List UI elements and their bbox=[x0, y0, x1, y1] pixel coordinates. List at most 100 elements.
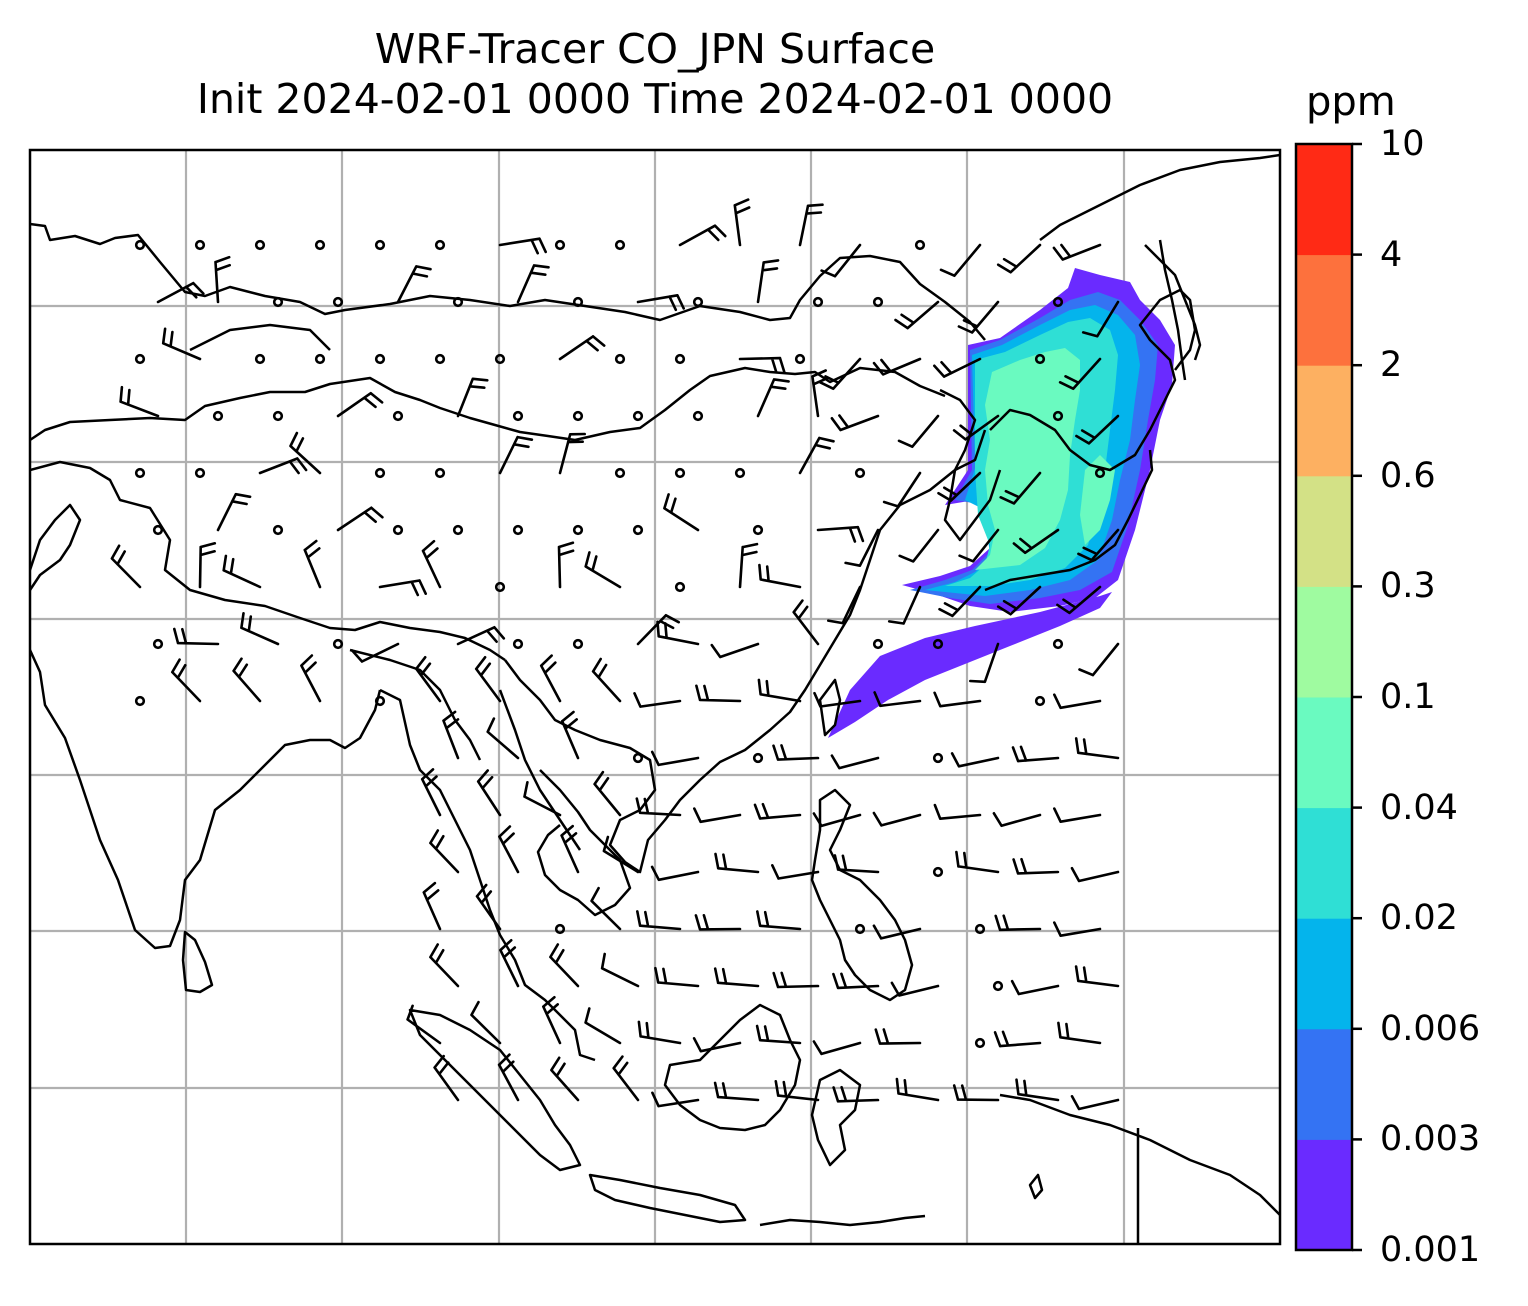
wind-barb bbox=[874, 1028, 922, 1045]
wind-barb bbox=[813, 691, 862, 708]
wind-barb bbox=[694, 914, 742, 931]
wind-barb bbox=[656, 620, 700, 646]
wind-barb bbox=[882, 471, 922, 508]
calm-wind-circle bbox=[632, 410, 644, 422]
calm-wind-circle bbox=[194, 467, 206, 479]
wind-barb bbox=[832, 1085, 880, 1103]
wind-barb bbox=[516, 264, 550, 304]
wind-barb bbox=[396, 265, 432, 304]
calm-wind-circle bbox=[1034, 353, 1046, 365]
calm-wind-circle bbox=[254, 353, 266, 365]
wind-barb bbox=[713, 967, 760, 988]
wind-barb bbox=[939, 243, 982, 277]
coastline-taiwan bbox=[818, 678, 842, 737]
wind-barb bbox=[792, 599, 820, 646]
wind-barb bbox=[637, 1020, 682, 1045]
wind-barb bbox=[993, 1030, 1042, 1048]
wind-barb bbox=[584, 551, 622, 589]
calm-wind-circle bbox=[494, 353, 506, 365]
colorbar-tick-label: 0.04 bbox=[1380, 787, 1458, 828]
wind-barb bbox=[798, 436, 835, 475]
colorbar-segment bbox=[1296, 1028, 1352, 1140]
colorbar-tick-label: 0.006 bbox=[1380, 1008, 1481, 1049]
wind-barb bbox=[798, 203, 824, 247]
wind-barb bbox=[258, 457, 308, 475]
colorbar-segment bbox=[1296, 1139, 1352, 1251]
wind-barb bbox=[156, 281, 205, 304]
colorbar-tick-label: 10 bbox=[1380, 124, 1425, 164]
wind-barb bbox=[240, 612, 280, 646]
coastline bbox=[30, 460, 506, 662]
calm-wind-circle bbox=[374, 353, 386, 365]
wind-barb bbox=[772, 744, 820, 761]
wind-barb bbox=[755, 1024, 802, 1045]
wind-barb bbox=[933, 803, 982, 820]
wind-barb bbox=[498, 237, 547, 255]
wind-barb bbox=[774, 1080, 820, 1102]
coastline-sakhalin bbox=[1158, 239, 1187, 381]
wind-barb bbox=[895, 1077, 940, 1102]
wind-barb bbox=[693, 807, 742, 824]
wind-barb bbox=[1075, 414, 1120, 445]
wind-barb bbox=[844, 528, 880, 567]
coastline-india bbox=[30, 649, 382, 950]
wind-barb bbox=[733, 198, 751, 247]
wind-barb bbox=[811, 369, 829, 418]
wind-barb bbox=[872, 811, 922, 827]
coastline bbox=[30, 222, 986, 341]
colorbar-segment bbox=[1296, 475, 1352, 587]
border bbox=[349, 648, 482, 761]
wind-barb bbox=[171, 658, 202, 703]
wind-barb bbox=[584, 1007, 622, 1045]
wind-barb bbox=[542, 995, 562, 1045]
calm-wind-circle bbox=[752, 524, 764, 536]
coastline-indochina bbox=[536, 769, 632, 917]
calm-wind-circle bbox=[614, 467, 626, 479]
wind-barb bbox=[1052, 243, 1102, 261]
wind-barb bbox=[816, 525, 865, 543]
calm-wind-circle bbox=[1094, 467, 1106, 479]
calm-wind-circle bbox=[632, 752, 644, 764]
wind-barb bbox=[738, 356, 786, 374]
wind-barb bbox=[756, 378, 790, 418]
wind-barb bbox=[969, 642, 1000, 684]
calm-wind-circle bbox=[812, 296, 824, 308]
wind-barb bbox=[498, 825, 520, 874]
wind-barb bbox=[654, 966, 700, 988]
wind-barb bbox=[558, 432, 586, 475]
wind-barb bbox=[232, 657, 262, 703]
coastline-java bbox=[588, 1173, 747, 1224]
calm-wind-circle bbox=[512, 524, 524, 536]
coastline-russia bbox=[1144, 244, 1202, 361]
calm-wind-circle bbox=[752, 752, 764, 764]
coastlines bbox=[30, 153, 1280, 1244]
wind-barb bbox=[429, 829, 460, 874]
colorbar-segment bbox=[1296, 144, 1352, 256]
wind-barbs bbox=[110, 198, 1120, 1111]
wind-barb bbox=[222, 554, 262, 589]
coastline-se-asia bbox=[504, 429, 987, 874]
colorbar-segment bbox=[1296, 254, 1352, 366]
wind-barb bbox=[898, 528, 940, 563]
wind-barb bbox=[1070, 1095, 1120, 1111]
wind-barb bbox=[1078, 642, 1120, 677]
coastline-sumatra bbox=[408, 1008, 582, 1172]
wind-barb bbox=[351, 642, 400, 663]
title-block: WRF-Tracer CO_JPN Surface Init 2024-02-0… bbox=[30, 24, 1280, 124]
wind-barb bbox=[950, 752, 1000, 768]
colorbar-segment bbox=[1296, 807, 1352, 919]
calm-wind-circle bbox=[392, 524, 404, 536]
wind-barb bbox=[830, 414, 880, 432]
calm-wind-circle bbox=[134, 353, 146, 365]
wind-barb bbox=[600, 952, 640, 988]
wind-barb bbox=[1015, 1078, 1060, 1102]
wind-barb bbox=[1056, 585, 1102, 615]
wind-barb bbox=[1053, 693, 1102, 710]
wind-barb bbox=[996, 585, 1042, 616]
colorbar-unit: ppm bbox=[1306, 79, 1396, 125]
wind-barb bbox=[894, 300, 940, 330]
wind-barb bbox=[952, 414, 1000, 441]
wind-barb bbox=[758, 563, 802, 589]
coastline-se-asia bbox=[379, 688, 596, 1062]
wind-barb bbox=[933, 357, 982, 378]
